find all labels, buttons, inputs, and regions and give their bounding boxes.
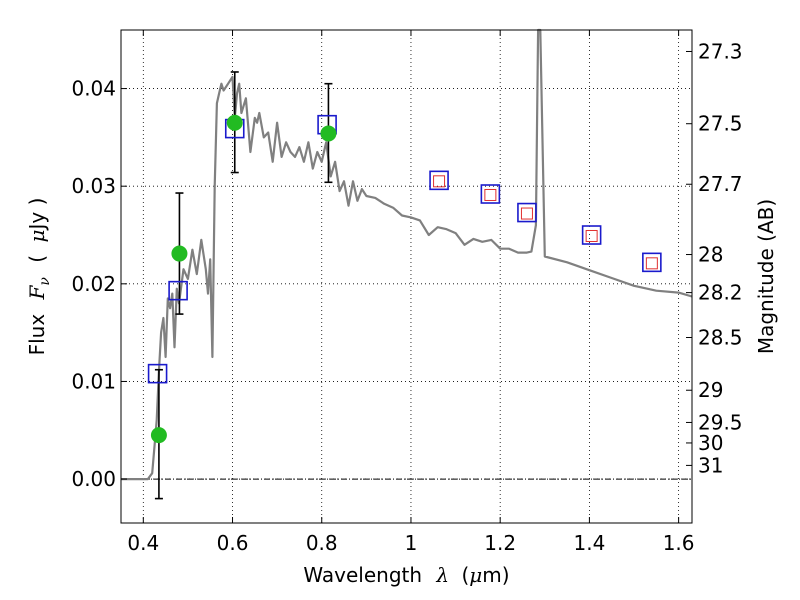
model-photometry-nir-marker xyxy=(433,175,446,188)
x-tick-label: 0.8 xyxy=(306,531,338,555)
observed-flux-point xyxy=(320,125,337,142)
model-photometry-nir-marker xyxy=(484,188,497,201)
model-photometry-nir-marker xyxy=(520,207,533,220)
model-photometry-marker xyxy=(517,202,537,223)
x-axis-title: Wavelength λ (μm) xyxy=(303,563,509,587)
model-photometry-marker xyxy=(168,280,188,301)
y-tick-label: 0.03 xyxy=(71,174,116,198)
observed-flux-point xyxy=(171,245,188,262)
model-photometry-nir-marker xyxy=(585,229,598,242)
model-photometry-marker xyxy=(147,363,168,384)
model-photometry-nir-marker xyxy=(645,257,658,270)
y2-tick-label: 27.7 xyxy=(698,172,743,196)
model-photometry-marker xyxy=(642,252,662,273)
x-tick-label: 0.4 xyxy=(127,531,159,555)
y2-tick-label: 31 xyxy=(698,453,723,477)
observed-flux-point xyxy=(150,427,167,444)
x-tick-label: 0.6 xyxy=(217,531,249,555)
y-tick-label: 0.00 xyxy=(71,467,116,491)
y2-tick-label: 28 xyxy=(698,243,723,267)
tick-layer: 0.4 0.6 0.8 1 1.2 1.4 1.6 0.00 0.01 0.02 0.03 0.04 2… xyxy=(71,30,743,555)
model-photometry-marker xyxy=(429,170,449,191)
marker-layer xyxy=(147,114,662,444)
y-tick-label: 0.01 xyxy=(71,369,116,393)
y-tick-label: 0.02 xyxy=(71,272,116,296)
y2-tick-label: 27.5 xyxy=(698,112,743,136)
x-tick-label: 1.2 xyxy=(484,531,516,555)
y-axis-title: Flux Fν ( μJy ) xyxy=(25,198,54,356)
x-tick-label: 1.6 xyxy=(663,531,695,555)
y2-tick-label: 27.3 xyxy=(698,39,743,63)
observed-flux-point xyxy=(226,114,243,131)
right-axis-title: Magnitude (AB) xyxy=(754,199,778,354)
x-tick-label: 1.4 xyxy=(573,531,605,555)
y-tick-label: 0.04 xyxy=(71,77,116,101)
y2-tick-label: 29.5 xyxy=(698,410,743,434)
y2-tick-label: 28.2 xyxy=(698,281,743,305)
model-photometry-marker xyxy=(581,225,602,245)
model-photometry-marker xyxy=(480,184,501,204)
model-spectrum-line xyxy=(121,28,693,481)
y2-tick-label: 28.5 xyxy=(698,326,743,350)
y2-tick-label: 30 xyxy=(698,431,723,455)
plot-frame xyxy=(120,29,693,524)
spectrum-layer xyxy=(121,28,693,481)
x-tick-label: 1 xyxy=(405,531,418,555)
y2-tick-label: 29 xyxy=(698,378,723,402)
